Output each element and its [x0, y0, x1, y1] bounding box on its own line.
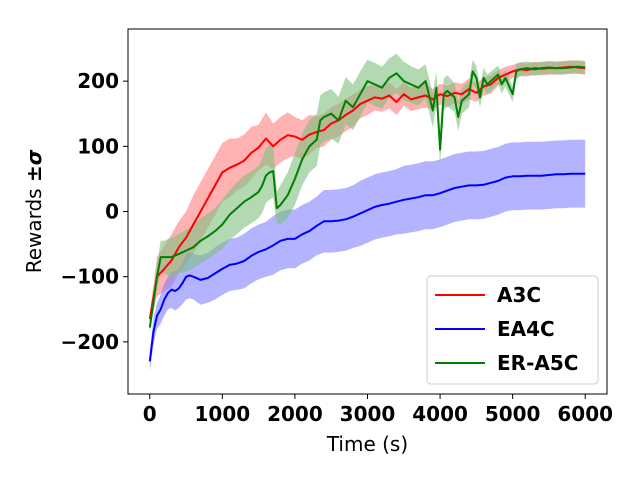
x-tick-label: 2000	[267, 402, 323, 426]
y-tick-label: −200	[60, 330, 119, 354]
x-tick-label: 5000	[485, 402, 541, 426]
series-lines	[148, 65, 586, 362]
x-tick-label: 0	[143, 402, 157, 426]
legend-label-ea4c: EA4C	[497, 317, 555, 341]
legend-box	[426, 275, 599, 385]
y-axis-label-symbol: ±σ	[22, 149, 46, 182]
x-axis-label: Time (s)	[326, 432, 408, 456]
y-axis-label: Rewards ±σ	[22, 149, 46, 273]
confidence-bands	[149, 53, 586, 372]
y-tick-label: 100	[77, 134, 119, 158]
x-tick-label: 1000	[195, 402, 251, 426]
x-tick-label: 6000	[557, 402, 613, 426]
x-tick-label: 4000	[412, 402, 468, 426]
er-a5c-line	[148, 65, 586, 328]
legend-label-er-a5c: ER-A5C	[497, 351, 578, 375]
ea4c-band	[149, 139, 586, 372]
ea4c-line	[148, 172, 586, 362]
a3c-line	[148, 65, 586, 320]
er-a5c-band	[149, 53, 586, 335]
y-axis-label-text: Rewards	[22, 182, 46, 273]
a3c-band	[149, 60, 586, 326]
x-axis-ticks: 0 1000 2000 3000 4000 5000 6000	[143, 394, 613, 426]
legend-label-a3c: A3C	[497, 283, 541, 307]
x-tick-label: 3000	[340, 402, 396, 426]
y-axis-ticks: −200 −100 0 100 200	[60, 69, 128, 354]
y-tick-label: −100	[60, 265, 119, 289]
y-tick-label: 200	[77, 69, 119, 93]
legend: A3C EA4C ER-A5C	[426, 275, 599, 385]
y-tick-label: 0	[105, 200, 119, 224]
